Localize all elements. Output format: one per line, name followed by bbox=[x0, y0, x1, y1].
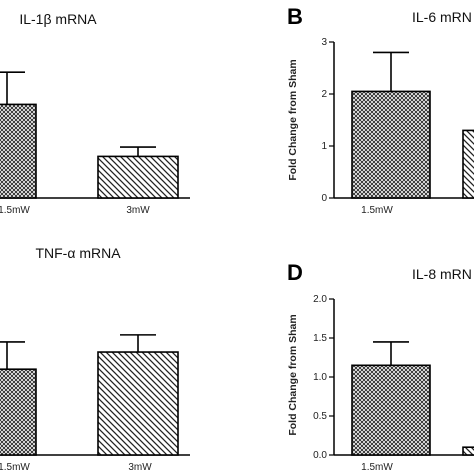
panel-d: D IL-8 mRN Fold Change from Sham 0.0 0.5… bbox=[287, 260, 474, 473]
panel-b-category-1: 1.5mW bbox=[361, 205, 393, 216]
panel-b-bar-partial bbox=[462, 129, 474, 199]
panel-c-title: TNF-α mRNA bbox=[35, 245, 121, 261]
panel-d-ytick-1: 0.5 bbox=[313, 411, 327, 422]
panel-b-bar-1 bbox=[351, 90, 431, 199]
panel-b-ytick-0: 0 bbox=[321, 193, 327, 204]
panel-a-bar-2 bbox=[97, 155, 179, 199]
panel-d-category-1: 1.5mW bbox=[361, 462, 393, 473]
panel-b-title: IL-6 mRN bbox=[412, 9, 472, 25]
panel-d-ylabel: Fold Change from Sham bbox=[287, 314, 299, 435]
panel-b: B IL-6 mRN Fold Change from Sham 0 1 2 3… bbox=[287, 4, 474, 216]
panel-d-ytick-0: 0.0 bbox=[313, 450, 327, 461]
panel-c-category-1: 1.5mW bbox=[0, 462, 30, 473]
panel-a: IL-1β mRNA 1.5mW 3mW bbox=[0, 11, 190, 216]
panel-d-ytick-4: 2.0 bbox=[313, 294, 327, 305]
panel-b-ytick-1: 1 bbox=[321, 141, 327, 152]
panel-d-ytick-2: 1.0 bbox=[313, 372, 327, 383]
panel-d-letter: D bbox=[287, 260, 303, 285]
panel-d-plot bbox=[329, 298, 474, 456]
panel-a-category-2: 3mW bbox=[126, 205, 150, 216]
panel-b-ytick-2: 2 bbox=[321, 89, 327, 100]
panel-a-bar-1 bbox=[0, 103, 37, 199]
panel-c-bar-2 bbox=[97, 351, 179, 456]
panel-c: TNF-α mRNA 1.5mW 3mW bbox=[0, 245, 190, 473]
panel-b-plot bbox=[329, 41, 474, 199]
panel-a-plot bbox=[0, 71, 190, 199]
panel-c-plot bbox=[0, 334, 190, 456]
panel-d-title: IL-8 mRN bbox=[412, 266, 472, 282]
panel-a-title: IL-1β mRNA bbox=[19, 11, 97, 27]
panel-c-category-2: 3mW bbox=[128, 462, 152, 473]
panel-d-bar-partial bbox=[462, 446, 474, 456]
panel-b-ylabel: Fold Change from Sham bbox=[287, 59, 299, 180]
panel-a-category-1: 1.5mW bbox=[0, 205, 30, 216]
panel-b-ytick-3: 3 bbox=[321, 37, 327, 48]
panel-c-bar-1 bbox=[0, 368, 37, 456]
panel-b-letter: B bbox=[287, 4, 303, 29]
panel-d-bar-1 bbox=[351, 364, 431, 456]
panel-d-ytick-3: 1.5 bbox=[313, 333, 327, 344]
